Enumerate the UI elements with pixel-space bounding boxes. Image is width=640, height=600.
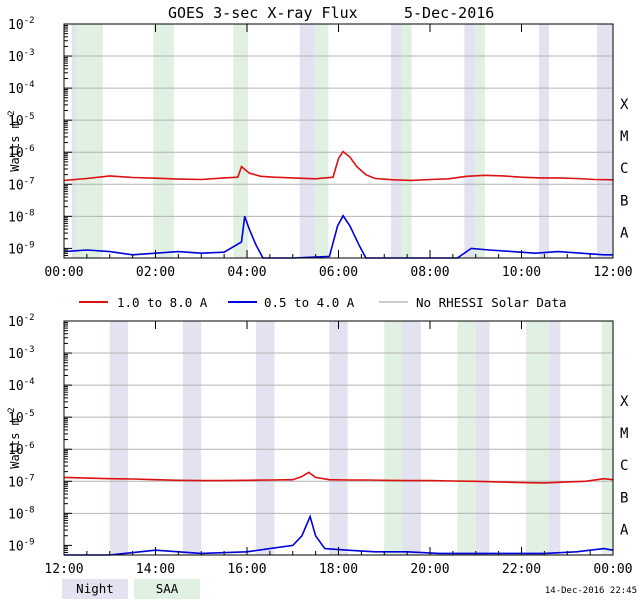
short-wavelength-series — [64, 514, 614, 556]
x-tick-label: 12:00 — [44, 562, 83, 577]
saa-band — [384, 321, 403, 555]
night-band — [475, 321, 490, 555]
saa-band — [75, 24, 103, 258]
flare-class-label: M — [620, 129, 628, 145]
flare-class-label: A — [620, 522, 629, 538]
night-band — [299, 24, 315, 258]
saa-band — [153, 24, 174, 258]
night-legend-swatch — [62, 579, 128, 599]
flare-class-label: C — [620, 458, 628, 474]
night-band — [538, 24, 549, 258]
x-tick-label: 10:00 — [502, 265, 541, 280]
bottom-grid — [64, 352, 613, 514]
bottom-bands — [109, 321, 613, 555]
long-wavelength-series — [63, 150, 614, 182]
y-tick-label: 10-9 — [8, 537, 35, 554]
y-tick-label: 10-6 — [8, 441, 35, 458]
legend-norhessi-label: No RHESSI Solar Data — [416, 295, 567, 310]
x-tick-label: 00:00 — [44, 265, 83, 280]
legend-short-label: 0.5 to 4.0 A — [264, 295, 355, 310]
night-band — [464, 24, 475, 258]
y-tick-label: 10-3 — [8, 345, 35, 362]
night-legend-label: Night — [76, 581, 114, 596]
x-tick-label: 14:00 — [136, 562, 175, 577]
y-tick-label: 10-3 — [8, 48, 35, 65]
night-band — [329, 321, 348, 555]
y-tick-label: 10-9 — [8, 240, 35, 257]
flare-class-label: B — [620, 490, 628, 506]
y-tick-label: 10-6 — [8, 144, 35, 161]
saa-band — [601, 321, 613, 555]
x-tick-label: 02:00 — [136, 265, 175, 280]
x-tick-label: 04:00 — [227, 265, 266, 280]
night-band — [391, 24, 402, 258]
x-tick-label: 18:00 — [319, 562, 358, 577]
x-tick-label: 00:00 — [593, 562, 632, 577]
saa-band — [526, 321, 549, 555]
saa-legend-swatch — [134, 579, 200, 599]
night-band — [256, 321, 275, 555]
saa-band — [474, 24, 485, 258]
flare-class-label: X — [620, 394, 629, 410]
flare-class-label: B — [620, 193, 628, 209]
y-tick-label: 10-7 — [8, 176, 35, 193]
chart-title: GOES 3-sec X-ray Flux — [168, 4, 358, 22]
long-wavelength-series — [63, 471, 614, 484]
top-series — [63, 150, 614, 259]
y-tick-label: 10-4 — [8, 377, 35, 394]
legend-long-label: 1.0 to 8.0 A — [117, 295, 208, 310]
saa-band — [233, 24, 248, 258]
x-tick-label: 22:00 — [502, 562, 541, 577]
night-band — [182, 321, 202, 555]
chart-date: 5-Dec-2016 — [404, 4, 494, 22]
bottom-series — [63, 471, 614, 556]
x-tick-label: 06:00 — [319, 265, 358, 280]
y-tick-label: 10-2 — [8, 313, 35, 330]
saa-band — [314, 24, 329, 258]
x-tick-label: 16:00 — [227, 562, 266, 577]
night-band — [596, 24, 613, 258]
x-tick-label: 08:00 — [410, 265, 449, 280]
y-tick-label: 10-7 — [8, 473, 35, 490]
night-band — [402, 321, 421, 555]
saa-legend-label: SAA — [156, 581, 179, 596]
y-tick-label: 10-4 — [8, 80, 35, 97]
saa-band — [457, 321, 476, 555]
top-bands — [71, 24, 613, 258]
flare-class-label: C — [620, 161, 628, 177]
y-tick-label: 10-2 — [8, 16, 35, 33]
top-grid — [64, 55, 613, 217]
short-wavelength-series — [63, 214, 613, 259]
night-band — [109, 321, 129, 555]
y-tick-label: 10-5 — [8, 112, 35, 129]
bottom-ylabel: Watts m-2 — [7, 407, 22, 468]
x-tick-label: 20:00 — [410, 562, 449, 577]
timestamp: 14-Dec-2016 22:45 — [545, 586, 637, 596]
flare-class-label: M — [620, 426, 628, 442]
legend: 1.0 to 8.0 A 0.5 to 4.0 A No RHESSI Sola… — [79, 295, 567, 310]
y-tick-label: 10-5 — [8, 409, 35, 426]
x-tick-label: 12:00 — [593, 265, 632, 280]
flare-class-label: A — [620, 225, 629, 241]
y-tick-label: 10-8 — [8, 208, 35, 225]
flare-class-label: X — [620, 97, 629, 113]
saa-band — [401, 24, 412, 258]
top-ylabel: Watts m-2 — [7, 110, 22, 171]
night-band — [548, 321, 561, 555]
y-tick-label: 10-8 — [8, 505, 35, 522]
